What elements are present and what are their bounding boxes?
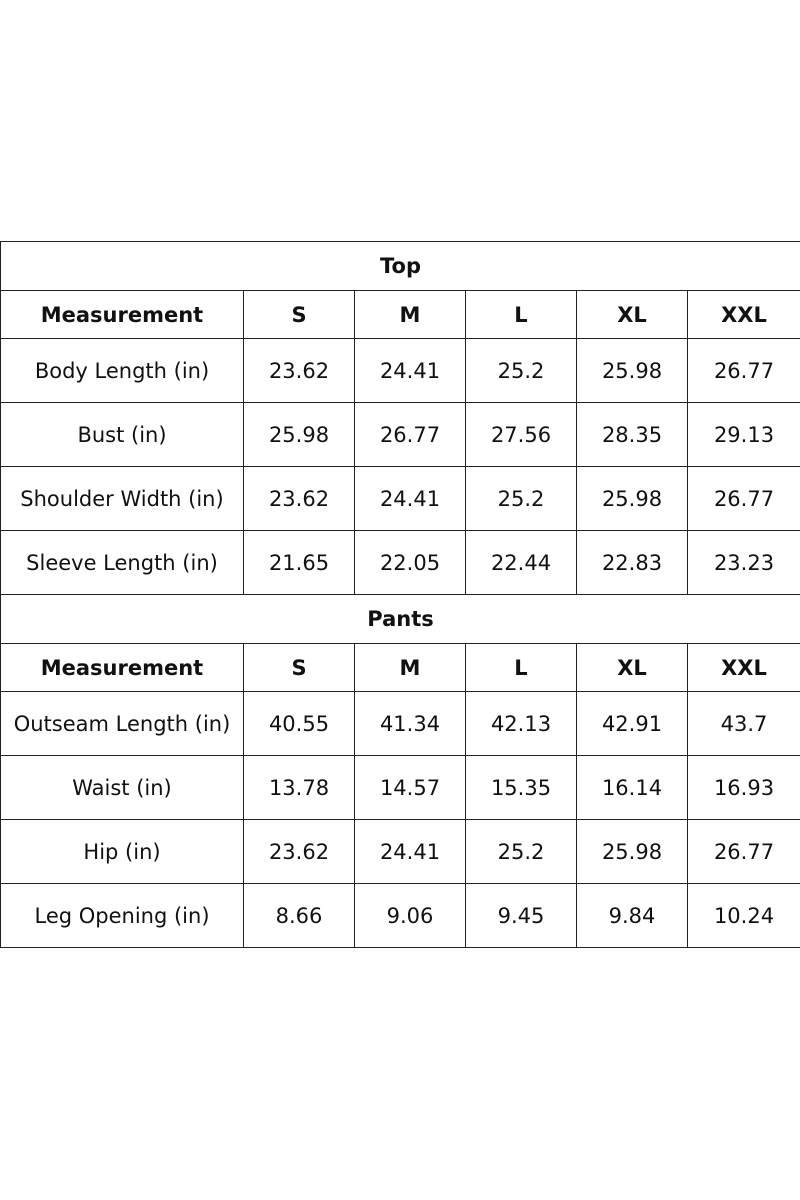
cell: 24.41 [354,338,466,403]
cell: 16.93 [687,755,800,820]
cell: 29.13 [687,402,800,467]
header-cell: L [465,643,577,692]
data-row: Shoulder Width (in) 23.62 24.41 25.2 25.98 26… [0,466,800,531]
row-label: Outseam Length (in) [0,691,244,756]
header-cell: XL [576,290,688,339]
cell: 8.66 [243,883,355,948]
header-cell: XL [576,643,688,692]
row-label: Bust (in) [0,402,244,467]
cell: 26.77 [687,466,800,531]
row-label: Body Length (in) [0,338,244,403]
cell: 25.2 [465,819,577,884]
cell: 41.34 [354,691,466,756]
cell: 23.62 [243,338,355,403]
cell: 21.65 [243,530,355,595]
cell: 23.62 [243,819,355,884]
section-title-row: Pants [0,594,800,644]
cell: 26.77 [687,338,800,403]
cell: 26.77 [354,402,466,467]
section-title: Top [0,241,800,291]
cell: 26.77 [687,819,800,884]
cell: 9.84 [576,883,688,948]
data-row: Hip (in) 23.62 24.41 25.2 25.98 26.77 [0,819,800,884]
row-label: Hip (in) [0,819,244,884]
cell: 16.14 [576,755,688,820]
cell: 42.13 [465,691,577,756]
cell: 13.78 [243,755,355,820]
cell: 14.57 [354,755,466,820]
section-title-row: Top [0,241,800,291]
cell: 25.98 [243,402,355,467]
data-row: Outseam Length (in) 40.55 41.34 42.13 42.91 4… [0,691,800,756]
cell: 24.41 [354,466,466,531]
cell: 42.91 [576,691,688,756]
data-row: Sleeve Length (in) 21.65 22.05 22.44 22.83 23… [0,530,800,595]
header-cell: XXL [687,643,800,692]
row-label: Leg Opening (in) [0,883,244,948]
cell: 10.24 [687,883,800,948]
cell: 9.06 [354,883,466,948]
header-cell: S [243,290,355,339]
cell: 22.44 [465,530,577,595]
cell: 28.35 [576,402,688,467]
header-cell: M [354,290,466,339]
cell: 25.98 [576,338,688,403]
row-label: Shoulder Width (in) [0,466,244,531]
section-title: Pants [0,594,800,644]
cell: 9.45 [465,883,577,948]
header-row: Measurement S M L XL XXL [0,643,800,692]
row-label: Sleeve Length (in) [0,530,244,595]
header-cell: Measurement [0,290,244,339]
data-row: Bust (in) 25.98 26.77 27.56 28.35 29.13 [0,402,800,467]
cell: 25.98 [576,466,688,531]
cell: 24.41 [354,819,466,884]
cell: 43.7 [687,691,800,756]
cell: 25.2 [465,338,577,403]
header-cell: Measurement [0,643,244,692]
header-cell: S [243,643,355,692]
size-chart: Top Measurement S M L XL XXL Body Length (in) 23… [0,241,800,948]
header-cell: XXL [687,290,800,339]
cell: 22.83 [576,530,688,595]
cell: 25.2 [465,466,577,531]
cell: 23.62 [243,466,355,531]
row-label: Waist (in) [0,755,244,820]
cell: 15.35 [465,755,577,820]
cell: 27.56 [465,402,577,467]
cell: 23.23 [687,530,800,595]
cell: 40.55 [243,691,355,756]
cell: 22.05 [354,530,466,595]
data-row: Body Length (in) 23.62 24.41 25.2 25.98 26.77 [0,338,800,403]
data-row: Waist (in) 13.78 14.57 15.35 16.14 16.93 [0,755,800,820]
data-row: Leg Opening (in) 8.66 9.06 9.45 9.84 10.24 [0,883,800,948]
header-row: Measurement S M L XL XXL [0,290,800,339]
header-cell: M [354,643,466,692]
cell: 25.98 [576,819,688,884]
header-cell: L [465,290,577,339]
